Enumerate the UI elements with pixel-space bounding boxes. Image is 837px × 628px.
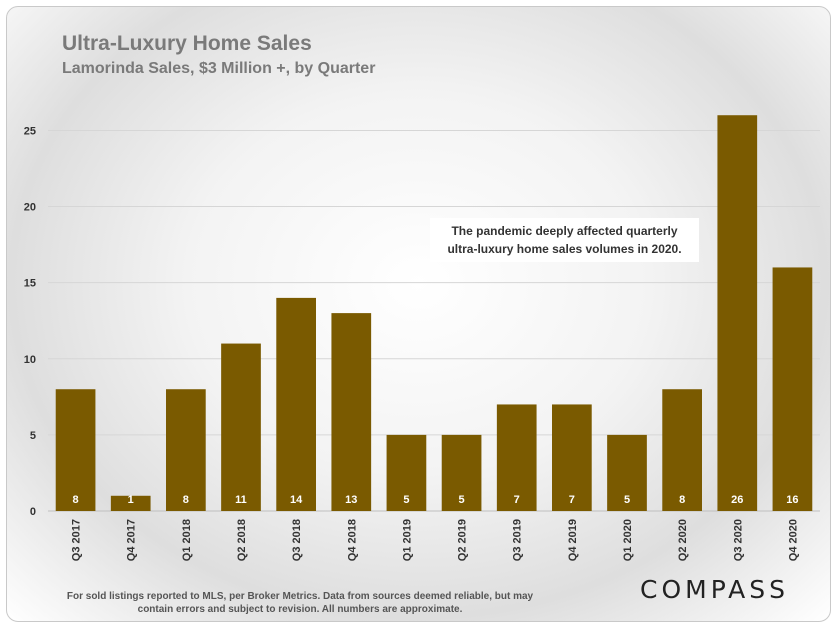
x-tick-label: Q3 2018 [291,519,303,561]
bar [662,389,702,511]
footnote: For sold listings reported to MLS, per B… [66,591,534,615]
x-tick-label: Q1 2020 [622,519,634,561]
data-label: 5 [624,494,630,506]
x-tick-label: Q4 2019 [567,519,579,561]
data-label: 8 [679,494,685,506]
data-label: 11 [235,494,247,506]
y-tick-label: 15 [24,278,36,290]
bar [221,343,261,511]
x-tick-label: Q1 2018 [181,519,193,561]
x-tick-label: Q3 2020 [732,519,744,561]
bar [110,495,151,511]
x-tick-label: Q2 2020 [677,519,689,561]
data-label: 7 [569,494,575,506]
y-tick-label: 20 [24,202,36,214]
chart-title: Ultra-Luxury Home Sales [62,32,312,55]
data-label: 26 [731,494,743,506]
data-label: 8 [73,494,79,506]
bar [441,434,482,511]
data-label: 7 [514,494,520,506]
x-tick-label: Q4 2020 [787,519,799,561]
data-label: 5 [403,494,409,506]
data-label: 8 [183,494,189,506]
data-label: 13 [345,494,357,506]
x-tick-label: Q2 2018 [236,519,248,561]
x-tick-label: Q3 2017 [71,519,83,561]
data-label: 16 [786,494,798,506]
y-tick-label: 5 [30,430,36,442]
bar [166,389,206,511]
data-label: 14 [290,494,303,506]
y-tick-label: 25 [24,125,36,137]
chart-annotation: The pandemic deeply affected quarterly u… [430,218,699,262]
y-tick-label: 0 [30,506,36,518]
y-tick-label: 10 [24,354,36,366]
compass-logo: COMPASS [640,575,790,604]
x-tick-label: Q3 2019 [512,519,524,561]
bar [496,404,537,511]
x-tick-label: Q4 2017 [126,519,138,561]
x-tick-label: Q4 2018 [346,519,358,561]
chart-frame [6,6,831,622]
x-tick-label: Q2 2019 [457,519,469,561]
bar [717,115,758,511]
bar [55,389,96,511]
bar [607,434,647,511]
bar [386,434,427,511]
bar [331,313,372,511]
bar [276,297,316,511]
x-tick-label: Q1 2019 [401,519,413,561]
bar [552,404,592,511]
data-label: 5 [459,494,465,506]
bar [772,267,813,511]
chart-subtitle: Lamorinda Sales, $3 Million +, by Quarte… [62,60,376,77]
data-label: 1 [128,494,134,506]
